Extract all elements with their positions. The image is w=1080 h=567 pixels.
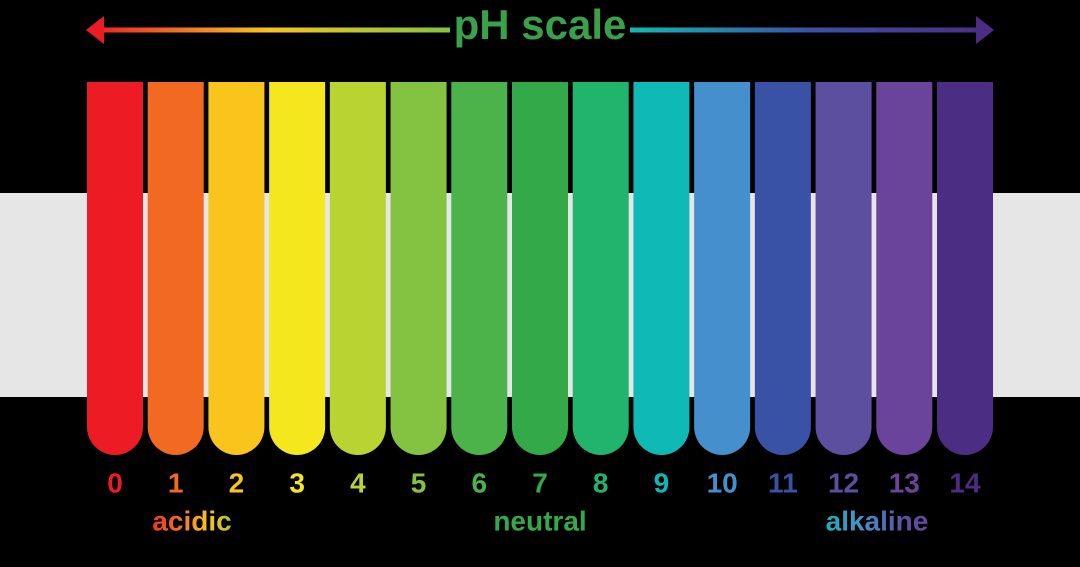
tube — [329, 82, 386, 455]
tube — [633, 82, 690, 455]
ph-label: 14 — [949, 467, 981, 498]
zone-label: alkaline — [826, 505, 929, 536]
ph-label: 7 — [532, 467, 548, 498]
zone-label: acidic — [152, 505, 231, 536]
ph-label: 5 — [411, 467, 427, 498]
tube — [87, 82, 143, 455]
ph-label: 12 — [828, 467, 859, 498]
tube — [147, 82, 204, 455]
title: pH scale — [454, 1, 627, 48]
tube — [269, 82, 326, 455]
ph-label: 6 — [471, 467, 487, 498]
tube — [512, 82, 568, 455]
tube — [451, 82, 508, 455]
tube — [876, 82, 933, 455]
ph-label: 1 — [168, 467, 184, 498]
ph-label: 0 — [107, 467, 123, 498]
ph-label: 9 — [654, 467, 670, 498]
ph-label: 4 — [350, 467, 366, 498]
tube — [937, 82, 993, 455]
arrow-right-head — [976, 16, 994, 44]
tube — [694, 82, 751, 455]
zone-label: neutral — [493, 505, 586, 536]
arrow-left-head — [86, 16, 104, 44]
ph-label: 10 — [707, 467, 738, 498]
tube — [815, 82, 872, 455]
tube — [208, 82, 265, 455]
ph-label: 8 — [593, 467, 609, 498]
ph-label: 13 — [889, 467, 920, 498]
tubes: 0 1 2 3 4 5 6 7 8 9 10 11 12 13 14 — [87, 82, 993, 498]
ph-label: 2 — [229, 467, 245, 498]
tube — [572, 82, 629, 455]
tube — [390, 82, 447, 455]
tube — [754, 82, 811, 455]
ph-label: 3 — [289, 467, 305, 498]
ph-label: 11 — [768, 467, 798, 498]
